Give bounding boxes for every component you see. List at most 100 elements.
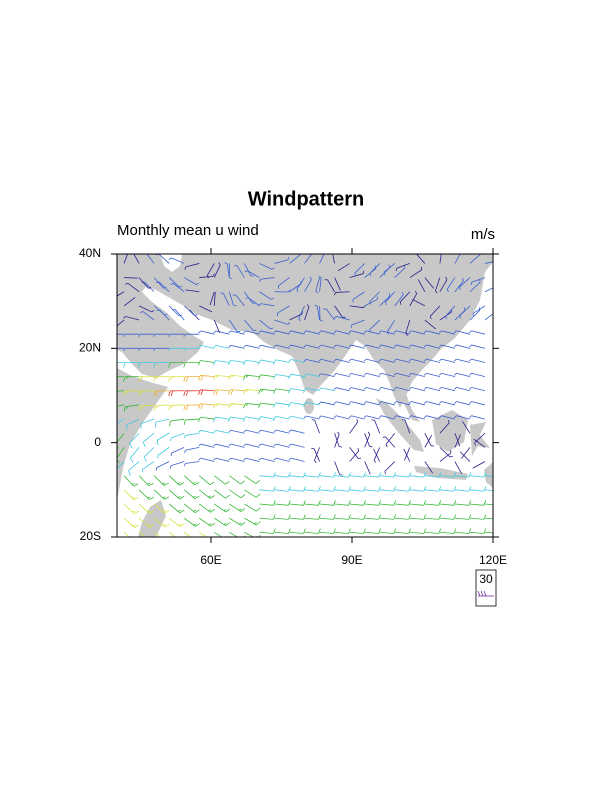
- wind-barb: [393, 358, 397, 362]
- wind-barb: [333, 344, 337, 348]
- wind-barb: [215, 389, 219, 395]
- wind-barb: [162, 496, 166, 499]
- borneo: [432, 410, 468, 452]
- wind-barb: [364, 517, 379, 520]
- wind-barb: [138, 333, 141, 337]
- wind-barb: [408, 472, 412, 478]
- wind-barb: [319, 277, 322, 292]
- wind-barb: [125, 376, 128, 380]
- wind-barb: [319, 517, 334, 520]
- wind-barb: [273, 402, 277, 408]
- wind-barb: [228, 319, 238, 332]
- wind-barb: [168, 405, 171, 411]
- wind-barb: [170, 405, 174, 409]
- wind-barb: [318, 486, 321, 492]
- wind-barb: [179, 286, 183, 288]
- wind-barb: [275, 388, 290, 392]
- wind-barb: [133, 483, 139, 487]
- wind-barb: [212, 360, 216, 366]
- wind-barb: [199, 275, 214, 278]
- wind-barb: [334, 489, 349, 492]
- wind-barb: [184, 277, 197, 285]
- wind-barb: [439, 358, 442, 362]
- wind-barb: [393, 486, 397, 492]
- wind-barb: [156, 281, 160, 284]
- x-tick-label: 120E: [479, 553, 507, 567]
- wind-barb: [454, 415, 457, 419]
- wind-barb: [272, 500, 276, 506]
- wind-barb: [298, 318, 301, 322]
- wind-barb: [441, 358, 456, 363]
- wind-barb: [399, 301, 402, 305]
- wind-barb: [408, 415, 412, 419]
- wind-barb: [123, 333, 126, 337]
- wind-barb: [133, 497, 139, 501]
- wind-barb: [456, 344, 471, 349]
- wind-barb: [351, 319, 365, 326]
- wind-barb: [275, 415, 290, 420]
- wind-barb: [379, 531, 394, 534]
- wind-barb: [349, 273, 364, 278]
- wind-barb: [289, 475, 304, 478]
- wind-barb: [453, 472, 457, 478]
- wind-barb: [459, 277, 471, 288]
- wind-barb: [275, 402, 290, 406]
- reference-barb: [477, 590, 494, 597]
- wind-barb: [316, 306, 320, 321]
- wind-barb: [170, 418, 185, 422]
- wind-barb: [454, 489, 469, 492]
- wind-barb: [405, 333, 408, 336]
- wind-barb: [129, 432, 140, 444]
- wind-barb: [396, 344, 410, 349]
- wind-barb: [168, 277, 180, 288]
- wind-barb: [366, 387, 380, 392]
- wind-barb: [439, 517, 454, 520]
- wind-barb: [272, 472, 276, 478]
- wind-barb: [245, 297, 249, 300]
- wind-barb: [258, 389, 261, 395]
- wind-barb: [123, 391, 126, 397]
- wind-barb: [303, 472, 306, 478]
- wind-barb: [258, 443, 262, 447]
- wind-barb: [178, 314, 182, 317]
- wind-barb: [138, 376, 141, 382]
- wind-barb: [363, 358, 367, 362]
- wind-barb: [260, 443, 275, 448]
- wind-barb: [334, 277, 341, 291]
- wind-barb: [198, 330, 201, 334]
- wind-barb: [441, 372, 456, 378]
- wind-barb: [424, 319, 436, 330]
- wind-barb: [318, 387, 322, 391]
- wind-barb: [153, 305, 165, 316]
- wind-barb: [230, 429, 245, 434]
- wind-barb: [257, 416, 262, 422]
- wind-barb: [364, 489, 379, 492]
- wind-barb: [288, 528, 291, 534]
- wind-barb: [396, 263, 410, 269]
- wind-barb: [156, 440, 159, 446]
- wind-barb: [318, 330, 322, 334]
- reference-barb: [477, 590, 481, 597]
- wind-barb: [168, 348, 171, 352]
- wind-barb: [225, 522, 231, 527]
- wind-barb: [258, 330, 262, 334]
- wind-barb: [484, 475, 493, 477]
- wind-barb: [183, 463, 186, 467]
- wind-barb: [381, 372, 395, 378]
- wind-barb: [132, 524, 136, 527]
- wind-barb: [227, 416, 231, 422]
- wind-barb: [210, 495, 215, 499]
- wind-barb: [185, 446, 200, 451]
- wind-barb: [123, 254, 128, 264]
- wind-barb: [228, 429, 231, 433]
- wind-barb: [303, 514, 306, 520]
- wind-barb: [468, 472, 472, 478]
- wind-barb: [332, 254, 336, 264]
- wind-barb: [396, 330, 410, 335]
- wind-barb: [244, 270, 248, 273]
- wind-barb: [333, 316, 337, 319]
- wind-barb: [411, 344, 425, 349]
- wind-barb: [134, 524, 140, 528]
- wind-barb: [409, 517, 424, 520]
- wind-barb: [409, 489, 424, 492]
